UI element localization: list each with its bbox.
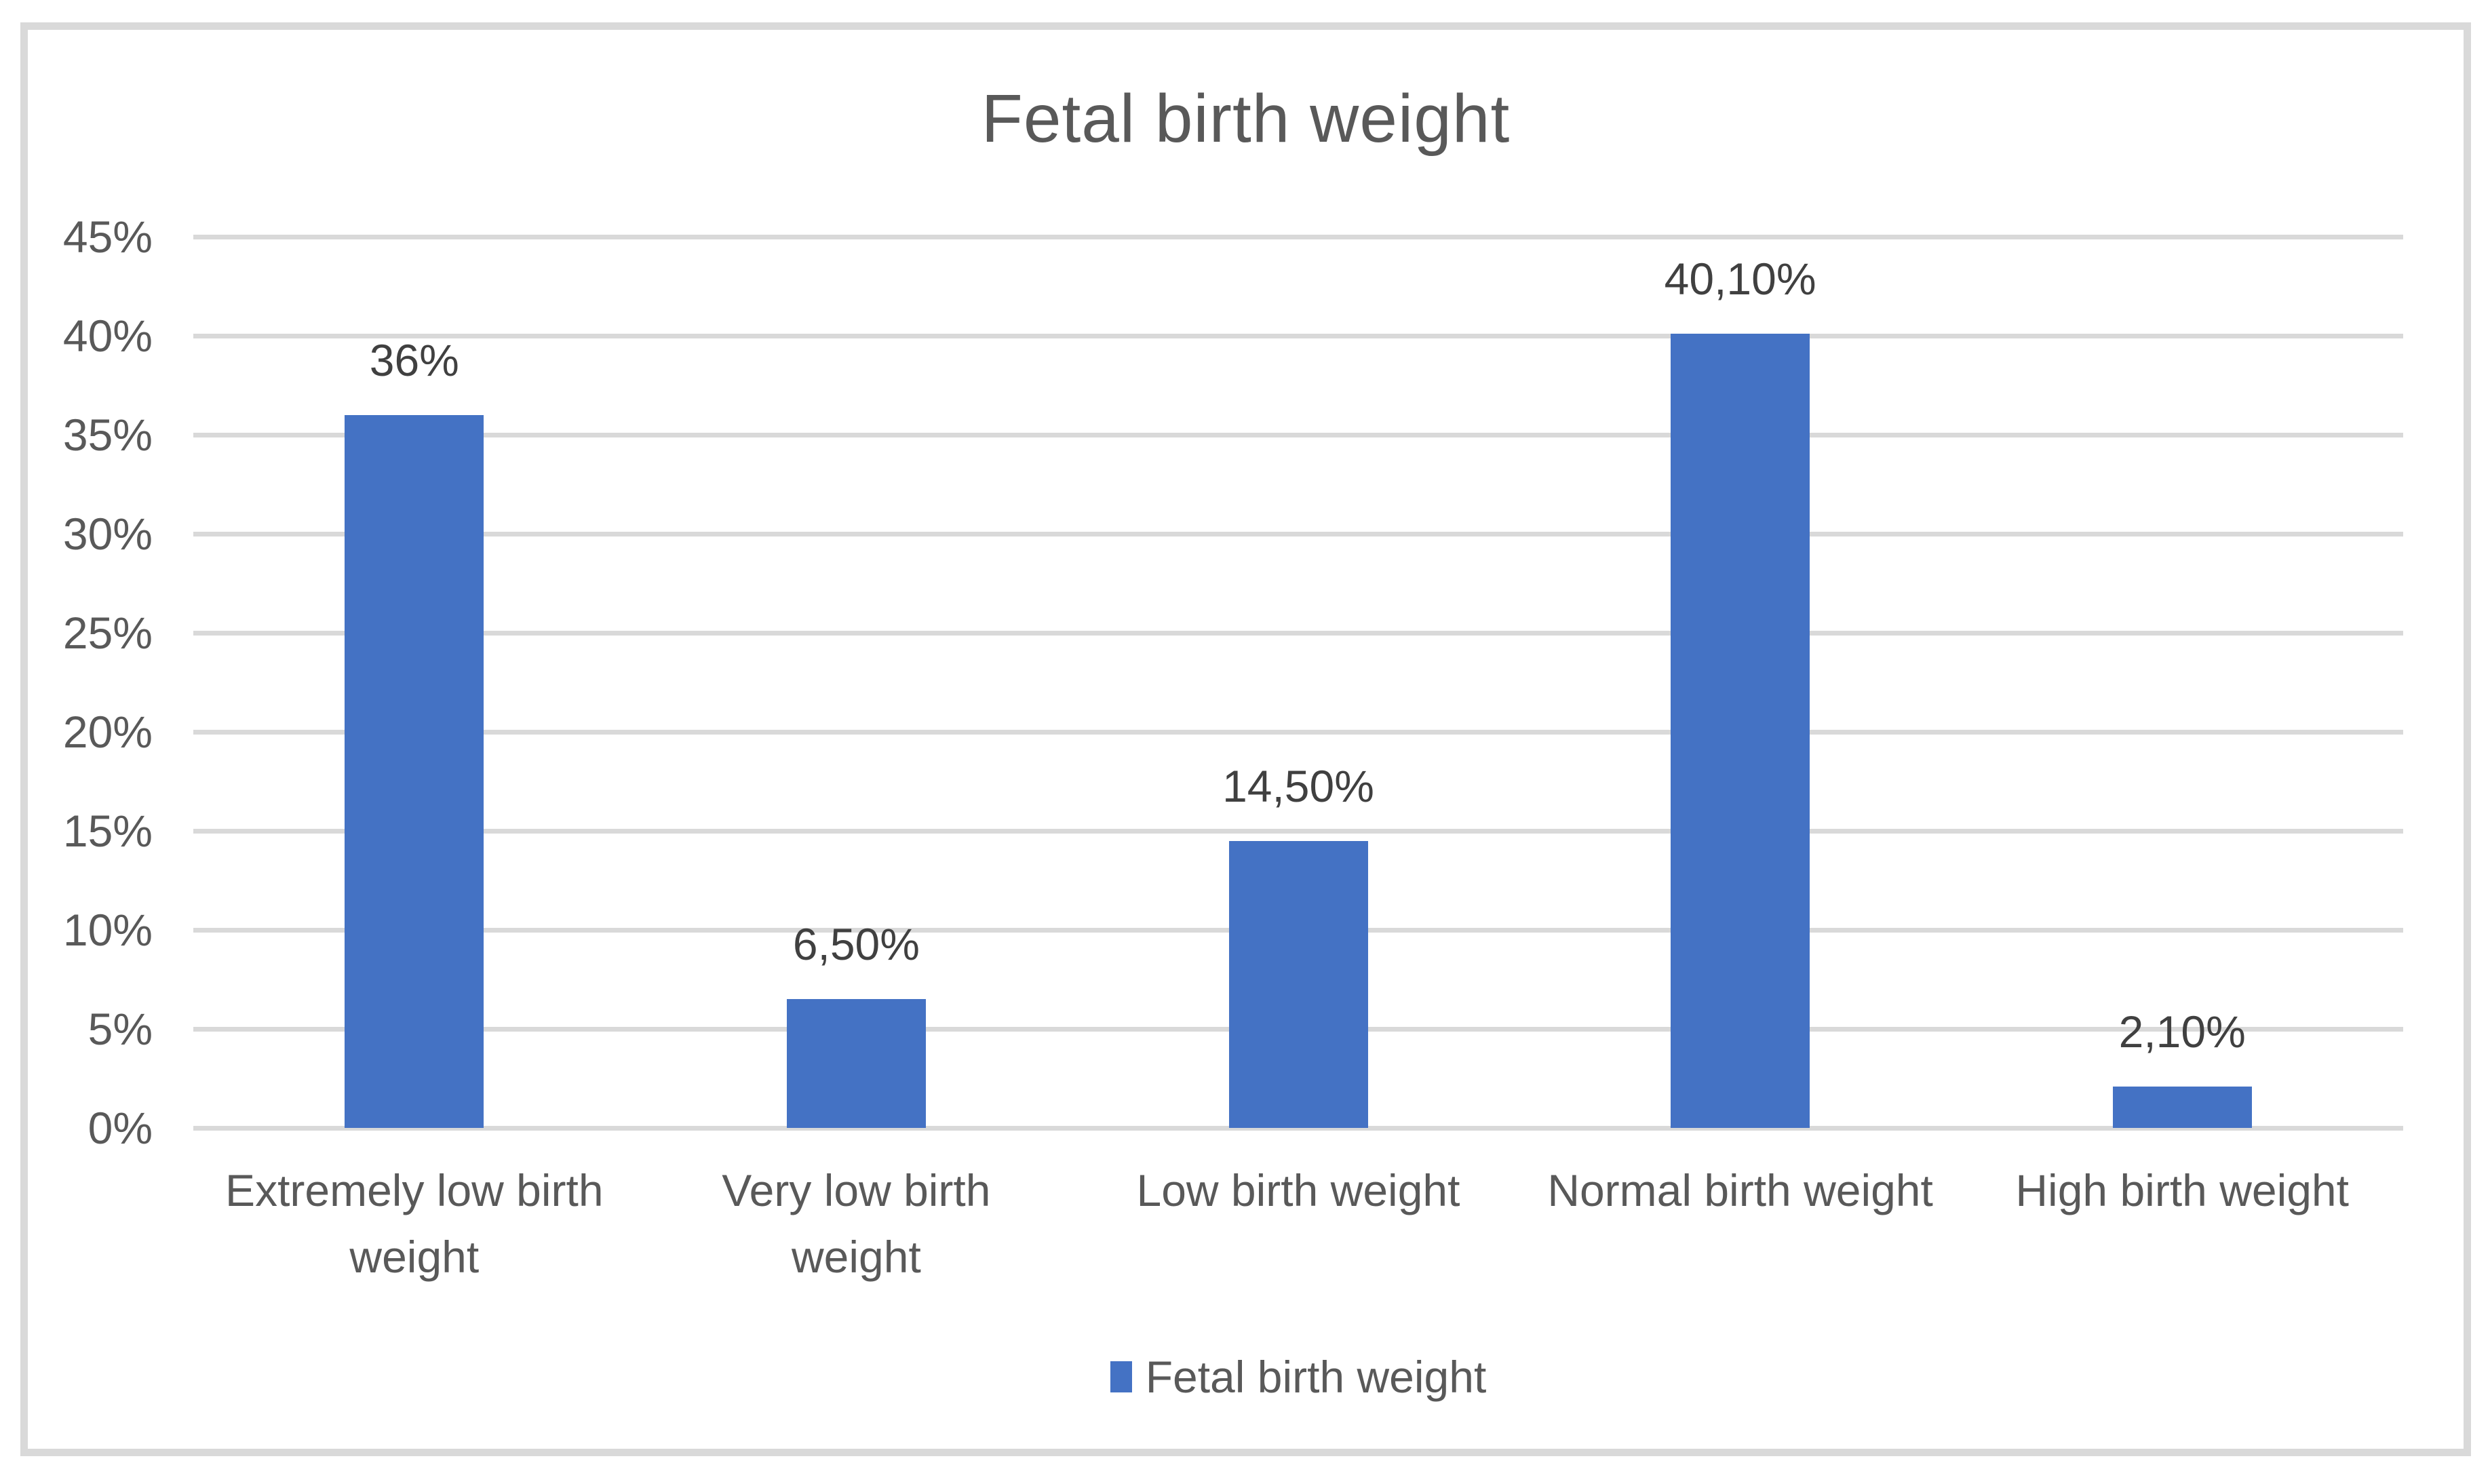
gridline: [193, 829, 2403, 834]
gridline: [193, 1126, 2403, 1131]
bar-value-label: 40,10%: [1664, 254, 1816, 305]
bar: [2112, 1086, 2252, 1128]
x-axis-category-label: Normal birth weight: [1547, 1165, 1933, 1215]
y-axis-tick-label: 45%: [62, 212, 153, 262]
x-axis-category-label: Low birth weight: [1136, 1165, 1460, 1215]
y-axis-tick-label: 35%: [62, 410, 153, 460]
y-axis-tick-label: 15%: [62, 806, 153, 856]
gridline: [193, 730, 2403, 735]
y-axis-tick-label: 25%: [62, 608, 153, 658]
x-axis-category-label: Very low birth weight: [722, 1165, 991, 1282]
bar: [1228, 840, 1368, 1128]
gridline: [193, 334, 2403, 338]
y-axis-tick-label: 0%: [87, 1103, 153, 1153]
legend: Fetal birth weight: [193, 1351, 2403, 1403]
gridline: [193, 532, 2403, 536]
bar-value-label: 2,10%: [2118, 1006, 2246, 1057]
y-axis-tick-label: 20%: [62, 707, 153, 757]
chart-title: Fetal birth weight: [981, 81, 1511, 157]
legend-series-label: Fetal birth weight: [1145, 1352, 1487, 1402]
y-axis-tick-label: 10%: [62, 905, 153, 955]
bar: [1671, 334, 1810, 1128]
gridline: [193, 235, 2403, 239]
y-axis-tick-label: 40%: [62, 311, 153, 361]
x-axis-category-label: Extremely low birth weight: [225, 1165, 604, 1282]
bar-value-label: 36%: [369, 334, 459, 385]
bar: [786, 999, 926, 1128]
gridline: [193, 433, 2403, 437]
legend-color-swatch-icon: [1110, 1361, 1132, 1392]
bar-value-label: 6,50%: [792, 919, 920, 970]
bar: [345, 414, 484, 1128]
bar-value-label: 14,50%: [1222, 760, 1374, 811]
y-axis-tick-label: 30%: [62, 509, 153, 559]
gridline: [193, 631, 2403, 636]
x-axis-category-label: High birth weight: [2015, 1165, 2349, 1215]
y-axis-tick-label: 5%: [87, 1004, 153, 1054]
